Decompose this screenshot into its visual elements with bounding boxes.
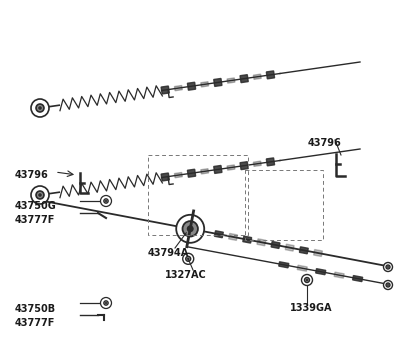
Circle shape (105, 200, 107, 202)
Polygon shape (297, 265, 307, 271)
Circle shape (176, 215, 204, 243)
Circle shape (306, 279, 308, 281)
Polygon shape (240, 162, 248, 170)
Polygon shape (257, 239, 266, 246)
Circle shape (31, 186, 49, 204)
Circle shape (38, 193, 42, 197)
Bar (245, 170, 323, 240)
Circle shape (38, 106, 42, 110)
Polygon shape (187, 82, 196, 90)
Polygon shape (267, 71, 274, 79)
Text: 1339GA: 1339GA (290, 303, 333, 313)
Polygon shape (214, 79, 222, 86)
Polygon shape (175, 86, 182, 91)
Polygon shape (267, 158, 274, 166)
Circle shape (383, 280, 392, 289)
Text: 43796: 43796 (15, 170, 49, 180)
Circle shape (387, 266, 389, 268)
Polygon shape (279, 262, 289, 268)
Circle shape (104, 301, 108, 305)
Circle shape (187, 225, 194, 232)
Polygon shape (240, 75, 248, 83)
Circle shape (31, 99, 49, 117)
Circle shape (386, 283, 390, 287)
Polygon shape (316, 269, 326, 275)
Text: 1327AC: 1327AC (165, 270, 207, 280)
Circle shape (36, 104, 44, 112)
Text: 43777F: 43777F (15, 215, 55, 225)
Polygon shape (187, 169, 196, 177)
Bar (148, 155, 248, 235)
Polygon shape (243, 236, 251, 243)
Circle shape (101, 195, 112, 206)
Polygon shape (161, 86, 169, 94)
Text: 43750G: 43750G (15, 201, 57, 211)
Polygon shape (271, 241, 280, 249)
Polygon shape (334, 272, 344, 278)
Polygon shape (253, 161, 261, 166)
Circle shape (101, 298, 112, 308)
Circle shape (36, 191, 44, 199)
Polygon shape (161, 173, 169, 181)
Circle shape (183, 221, 198, 237)
Circle shape (305, 277, 310, 283)
Polygon shape (215, 231, 223, 238)
Text: 43796: 43796 (308, 138, 342, 148)
Polygon shape (228, 234, 238, 240)
Circle shape (387, 284, 389, 286)
Text: 43750B: 43750B (15, 304, 56, 314)
Polygon shape (201, 169, 209, 174)
Circle shape (187, 258, 189, 260)
Circle shape (386, 265, 390, 269)
Circle shape (183, 253, 194, 264)
Polygon shape (352, 275, 363, 282)
Polygon shape (214, 166, 222, 173)
Polygon shape (227, 78, 235, 83)
Circle shape (301, 274, 312, 286)
Text: 43794A: 43794A (148, 248, 189, 258)
Polygon shape (299, 247, 308, 254)
Polygon shape (227, 165, 235, 170)
Polygon shape (253, 74, 261, 79)
Text: 43777F: 43777F (15, 318, 55, 328)
Polygon shape (175, 172, 182, 178)
Polygon shape (314, 250, 322, 256)
Circle shape (383, 262, 392, 272)
Polygon shape (285, 244, 294, 251)
Circle shape (186, 256, 191, 261)
Circle shape (105, 302, 107, 304)
Polygon shape (201, 82, 209, 87)
Circle shape (104, 199, 108, 203)
